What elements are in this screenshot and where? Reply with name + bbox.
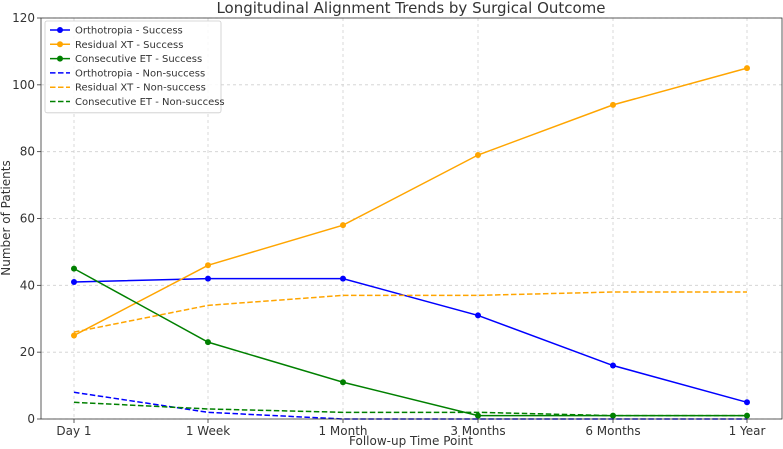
series-consecutive-et-success [71,265,750,419]
y-tick-label: 60 [20,212,35,226]
legend-item: Residual XT - Non-success [50,83,206,94]
y-tick-label: 20 [20,345,35,359]
data-point [205,275,211,282]
data-point [744,399,750,406]
y-axis: 0 20 40 60 80 100 120 [12,11,41,426]
legend-marker [57,27,63,33]
series-line-consecutive-et-non-success [73,401,747,417]
data-point [475,412,481,419]
legend-item: Consecutive ET - Success [50,54,202,65]
data-point [205,339,211,346]
data-point [205,262,211,269]
series-line-consecutive-et-success [73,267,747,417]
legend-label: Orthotropia - Success [75,26,183,37]
y-tick-label: 0 [27,412,35,426]
x-axis-label: Follow-up Time Point [349,434,473,448]
legend-label: Orthotropia - Non-success [75,68,205,79]
x-tick-label: 1 Year [729,424,766,438]
legend-marker [57,41,63,48]
legend-label: Consecutive ET - Success [75,54,202,65]
chart-title: Longitudinal Alignment Trends by Surgica… [216,0,605,17]
data-point [71,332,77,339]
y-axis-label: Number of Patients [0,160,13,275]
data-point [71,278,77,285]
x-tick-label: 6 Months [585,424,640,438]
data-point [475,152,481,159]
series-layer [71,65,750,420]
series-residual-xt-non-success [73,291,747,333]
y-tick-label: 100 [12,78,35,92]
series-orthotropia-success [71,275,750,406]
data-point [71,265,77,272]
legend-label: Residual XT - Non-success [75,83,206,94]
x-tick-label: Day 1 [56,424,91,438]
data-point [340,222,346,229]
legend-label: Residual XT - Success [75,40,183,51]
legend-item: Orthotropia - Non-success [50,68,205,79]
legend-item: Consecutive ET - Non-success [50,97,225,108]
series-consecutive-et-non-success [73,401,747,417]
legend-marker [57,55,63,62]
series-line-orthotropia-success [73,277,748,404]
legend-item: Residual XT - Success [50,40,183,51]
data-point [475,312,481,319]
legend-box [44,20,222,114]
y-tick-label: 80 [20,145,35,159]
x-tick-label: 3 Months [450,424,505,438]
x-tick-label: 1 Week [186,424,230,438]
x-tick-label: 1 Month [318,424,367,438]
y-tick-label: 120 [12,11,35,25]
series-line-residual-xt-success [73,67,748,337]
legend-item: Orthotropia - Success [50,26,183,37]
x-axis: Day 1 1 Week 1 Month 3 Months 6 Months 1 Year [56,419,765,438]
data-point [610,101,616,108]
data-point [340,379,346,386]
data-point [744,65,750,72]
y-tick-label: 40 [20,278,35,292]
legend: Orthotropia - Success Residual XT - Succe… [44,20,225,114]
data-point [340,275,346,282]
series-line-residual-xt-non-success [73,291,747,333]
data-point [610,362,616,369]
series-residual-xt-success [71,65,750,339]
legend-label: Consecutive ET - Non-success [75,97,225,108]
